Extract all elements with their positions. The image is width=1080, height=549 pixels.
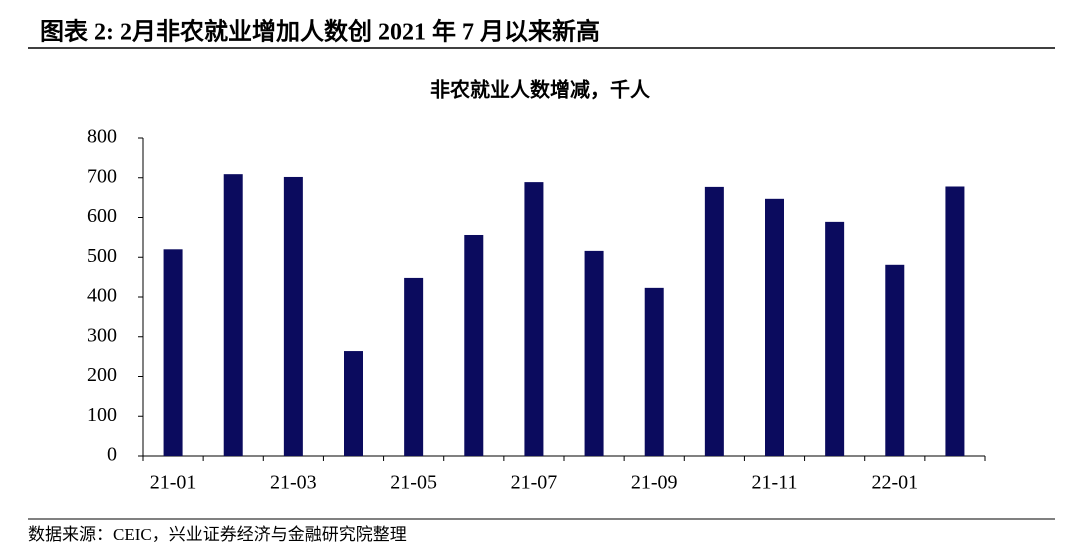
page-title: 图表 2: 2月非农就业增加人数创 2021 年 7 月以来新高	[40, 18, 600, 46]
y-tick-label: 100	[87, 404, 117, 426]
y-tick-label: 0	[107, 444, 117, 466]
x-tick-label: 21-09	[631, 472, 678, 494]
y-tick-label: 800	[87, 126, 117, 148]
bar	[885, 264, 905, 456]
x-tick-label: 21-03	[270, 472, 317, 494]
bar	[524, 182, 544, 456]
bar	[704, 186, 724, 456]
x-tick-label: 21-07	[511, 472, 558, 494]
bar	[825, 221, 845, 456]
bar	[945, 186, 965, 456]
y-tick-label: 700	[87, 165, 117, 187]
x-tick-label: 21-11	[752, 472, 798, 494]
bar	[765, 198, 784, 456]
bar	[644, 287, 664, 456]
bar	[283, 176, 303, 456]
chart-title: 非农就业人数增减，千人	[430, 78, 651, 102]
x-tick-label: 22-01	[871, 472, 918, 494]
bar	[584, 250, 604, 456]
x-tick-label: 21-05	[390, 472, 437, 494]
y-tick-label: 300	[87, 324, 117, 346]
y-tick-label: 400	[87, 285, 117, 307]
bar	[223, 174, 243, 457]
y-tick-label: 200	[87, 364, 117, 386]
x-tick-label: 21-01	[150, 472, 197, 494]
bar	[163, 249, 183, 456]
bar	[344, 351, 363, 456]
bar	[404, 277, 424, 456]
bar	[464, 234, 484, 456]
y-tick-label: 500	[87, 245, 117, 267]
y-tick-label: 600	[87, 205, 117, 227]
source-note: 数据来源：CEIC，兴业证券经济与金融研究院整理	[28, 525, 407, 544]
